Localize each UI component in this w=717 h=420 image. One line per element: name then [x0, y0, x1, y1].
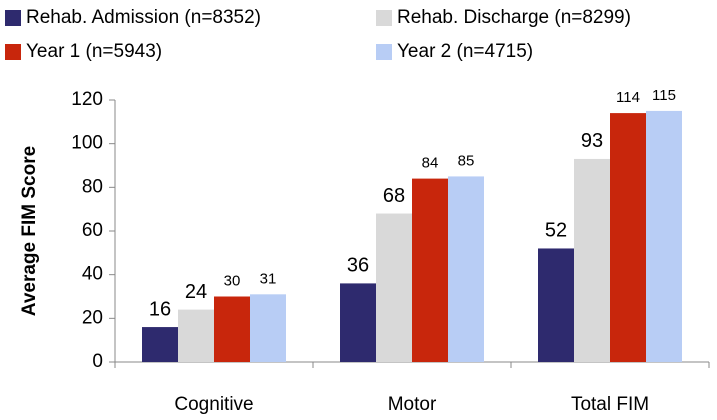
- legend-swatch: [5, 44, 21, 60]
- data-label: 36: [347, 255, 369, 277]
- y-tick-label: 100: [71, 133, 103, 154]
- data-label: 16: [149, 298, 171, 320]
- bar: [178, 309, 214, 362]
- data-label: 31: [260, 270, 277, 287]
- x-tick-label: Motor: [388, 394, 437, 415]
- y-tick-label: 60: [82, 220, 103, 241]
- data-label: 85: [458, 152, 475, 169]
- legend-label: Rehab. Admission (n=8352): [26, 7, 261, 28]
- legend-swatch: [376, 44, 392, 60]
- bar: [538, 248, 574, 362]
- bar: [250, 294, 286, 362]
- bar: [376, 213, 412, 362]
- data-label: 24: [185, 281, 207, 303]
- data-label: 84: [422, 155, 439, 172]
- data-label: 68: [383, 185, 405, 207]
- x-tick-label: Cognitive: [174, 394, 253, 415]
- legend-swatch: [376, 10, 392, 26]
- data-label: 93: [581, 130, 603, 152]
- bar: [448, 176, 484, 362]
- y-tick-label: 0: [92, 351, 103, 372]
- bar: [574, 158, 610, 362]
- y-tick-label: 40: [82, 264, 103, 285]
- data-label: 115: [652, 87, 676, 104]
- data-label: 52: [545, 220, 567, 242]
- data-label: 30: [224, 272, 241, 289]
- bar: [412, 178, 448, 362]
- y-tick-label: 20: [82, 307, 103, 328]
- y-tick-label: 120: [71, 89, 103, 110]
- legend-label: Rehab. Discharge (n=8299): [397, 7, 631, 28]
- x-tick-label: Total FIM: [571, 394, 649, 415]
- bar: [610, 113, 646, 362]
- bar: [214, 296, 250, 362]
- data-label: 114: [616, 89, 640, 106]
- y-axis-label: Average FIM Score: [19, 146, 40, 316]
- bar: [646, 110, 682, 363]
- bar: [142, 327, 178, 362]
- legend-label: Year 1 (n=5943): [26, 41, 162, 62]
- y-tick-label: 80: [82, 176, 103, 197]
- legend-label: Year 2 (n=4715): [397, 41, 533, 62]
- legend-swatch: [5, 10, 21, 26]
- bar: [340, 283, 376, 362]
